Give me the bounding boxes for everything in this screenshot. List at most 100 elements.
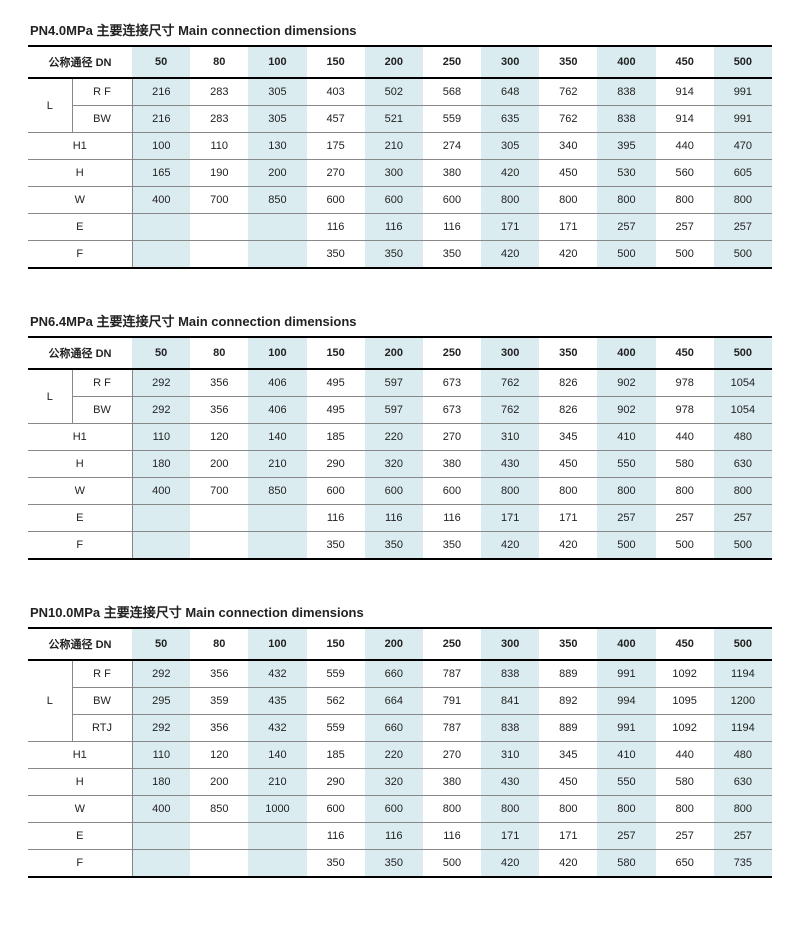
cell: 257 [597,214,655,241]
row-label: H [28,769,132,796]
cell: 892 [539,688,597,715]
cell: 220 [365,742,423,769]
cell: 420 [539,850,597,878]
cell: 850 [190,796,248,823]
cell: 787 [423,715,481,742]
cell: 395 [597,133,655,160]
cell: 800 [481,478,539,505]
cell: 320 [365,769,423,796]
row-label: W [28,187,132,214]
cell: 762 [539,106,597,133]
cell: 560 [656,160,714,187]
cell: 350 [423,532,481,560]
row-sub-label: BW [72,397,132,424]
cell: 350 [307,532,365,560]
cell: 210 [365,133,423,160]
cell: 292 [132,369,190,397]
cell: 889 [539,715,597,742]
row-label: H1 [28,742,132,769]
cell: 580 [597,850,655,878]
cell: 410 [597,424,655,451]
cell: 502 [365,78,423,106]
cell: 257 [597,823,655,850]
cell: 210 [248,451,306,478]
cell: 500 [597,532,655,560]
dimension-table-section: PN10.0MPa 主要连接尺寸 Main connection dimensi… [28,602,772,878]
cell: 190 [190,160,248,187]
cell: 480 [714,742,772,769]
cell: 350 [423,241,481,269]
cell: 165 [132,160,190,187]
cell: 257 [656,214,714,241]
cell: 800 [656,478,714,505]
cell: 292 [132,660,190,688]
dimensions-table: 公称通径 DN5080100150200250300350400450500LR… [28,45,772,269]
cell: 450 [539,451,597,478]
cell: 171 [539,505,597,532]
cell: 495 [307,369,365,397]
cell: 800 [714,478,772,505]
cell: 216 [132,106,190,133]
cell: 216 [132,78,190,106]
dn-header: 250 [423,628,481,660]
cell: 200 [248,160,306,187]
cell: 978 [656,369,714,397]
cell: 420 [539,532,597,560]
cell: 600 [365,478,423,505]
cell: 410 [597,742,655,769]
cell: 435 [248,688,306,715]
row-label: E [28,505,132,532]
cell: 420 [481,850,539,878]
cell [248,532,306,560]
cell: 800 [656,796,714,823]
cell: 171 [539,214,597,241]
cell: 257 [714,214,772,241]
cell: 580 [656,769,714,796]
cell [132,241,190,269]
cell: 991 [714,106,772,133]
cell: 600 [423,478,481,505]
cell: 600 [307,796,365,823]
cell: 630 [714,451,772,478]
cell: 292 [132,397,190,424]
cell: 457 [307,106,365,133]
cell: 1092 [656,660,714,688]
cell: 420 [481,241,539,269]
cell: 380 [423,769,481,796]
cell: 400 [132,796,190,823]
row-sub-label: BW [72,106,132,133]
cell: 991 [597,715,655,742]
cell: 350 [365,532,423,560]
cell [248,850,306,878]
cell: 120 [190,424,248,451]
cell: 350 [307,850,365,878]
header-label: 公称通径 DN [28,628,132,660]
cell: 648 [481,78,539,106]
cell: 171 [481,214,539,241]
cell: 500 [423,850,481,878]
dn-header: 350 [539,46,597,78]
cell: 290 [307,451,365,478]
cell: 470 [714,133,772,160]
cell: 274 [423,133,481,160]
cell: 116 [423,214,481,241]
cell: 100 [132,133,190,160]
cell: 600 [365,187,423,214]
cell: 800 [714,796,772,823]
cell: 345 [539,742,597,769]
cell: 630 [714,769,772,796]
cell: 800 [714,187,772,214]
cell: 500 [597,241,655,269]
cell: 116 [423,505,481,532]
cell: 850 [248,478,306,505]
cell: 180 [132,769,190,796]
cell: 450 [539,160,597,187]
cell: 116 [307,214,365,241]
cell: 110 [190,133,248,160]
cell: 838 [597,106,655,133]
cell: 762 [481,397,539,424]
row-label: E [28,214,132,241]
cell: 800 [597,478,655,505]
dn-header: 350 [539,628,597,660]
cell: 403 [307,78,365,106]
